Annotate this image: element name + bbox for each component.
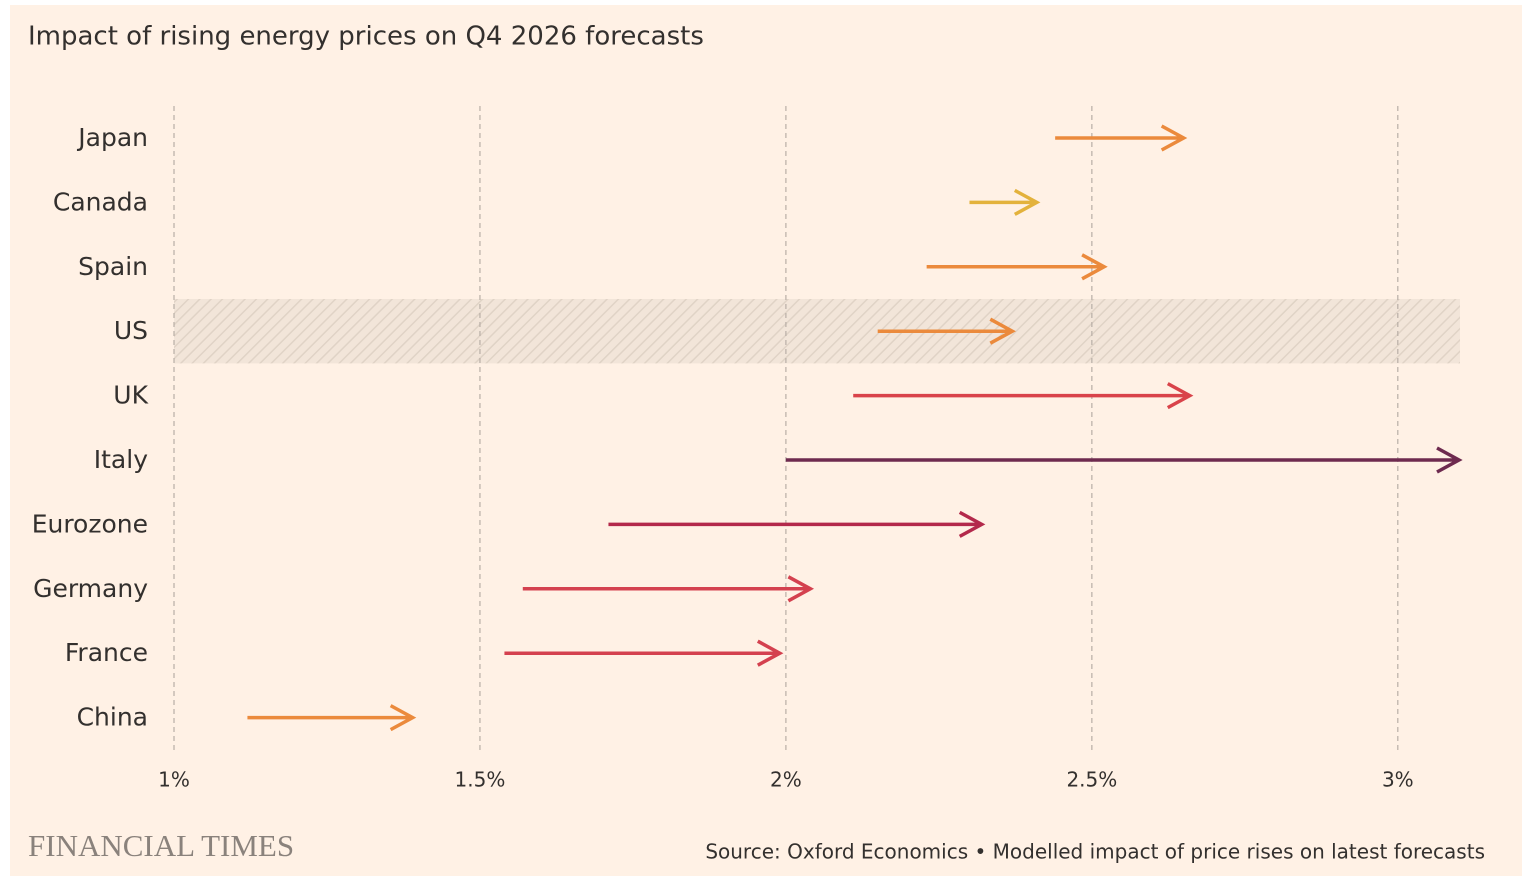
arrow-line	[522, 575, 815, 603]
arrow	[853, 382, 1194, 410]
x-tick-label: 3%	[1382, 768, 1414, 792]
x-tick-label: 1.5%	[455, 768, 506, 792]
arrow	[969, 188, 1041, 216]
arrow	[785, 446, 1463, 474]
y-tick-label: Canada	[53, 187, 148, 216]
arrow-line	[1055, 124, 1188, 152]
arrow-line	[877, 317, 1016, 345]
y-tick-label: China	[77, 703, 148, 732]
y-tick-label: France	[65, 638, 148, 667]
arrow	[522, 575, 815, 603]
arrow	[926, 253, 1108, 281]
x-tick-label: 2.5%	[1066, 768, 1117, 792]
arrow-line	[504, 639, 784, 667]
arrow-line	[853, 382, 1194, 410]
y-tick-label: Japan	[76, 123, 148, 152]
y-tick-label: Spain	[78, 252, 148, 281]
arrow-line	[608, 510, 986, 538]
x-tick-label: 2%	[770, 768, 802, 792]
y-tick-label: Germany	[33, 574, 148, 603]
background	[10, 5, 1522, 876]
highlight-band	[174, 299, 1460, 364]
y-tick-label: US	[114, 316, 148, 345]
y-tick-label: UK	[113, 381, 148, 410]
logo: FINANCIAL TIMES	[28, 828, 294, 863]
chart-title: Impact of rising energy prices on Q4 202…	[28, 22, 704, 52]
arrow	[877, 317, 1016, 345]
y-tick-label: Eurozone	[32, 509, 148, 538]
arrow-line	[785, 446, 1463, 474]
y-tick-label: Italy	[94, 445, 148, 474]
x-tick-label: 1%	[158, 768, 190, 792]
arrow	[247, 704, 417, 732]
source: Source: Oxford Economics • Modelled impa…	[705, 840, 1485, 864]
arrow	[504, 639, 784, 667]
arrow	[608, 510, 986, 538]
arrow	[1055, 124, 1188, 152]
arrow-line	[926, 253, 1108, 281]
arrow-line	[247, 704, 417, 732]
arrow-line	[969, 188, 1041, 216]
